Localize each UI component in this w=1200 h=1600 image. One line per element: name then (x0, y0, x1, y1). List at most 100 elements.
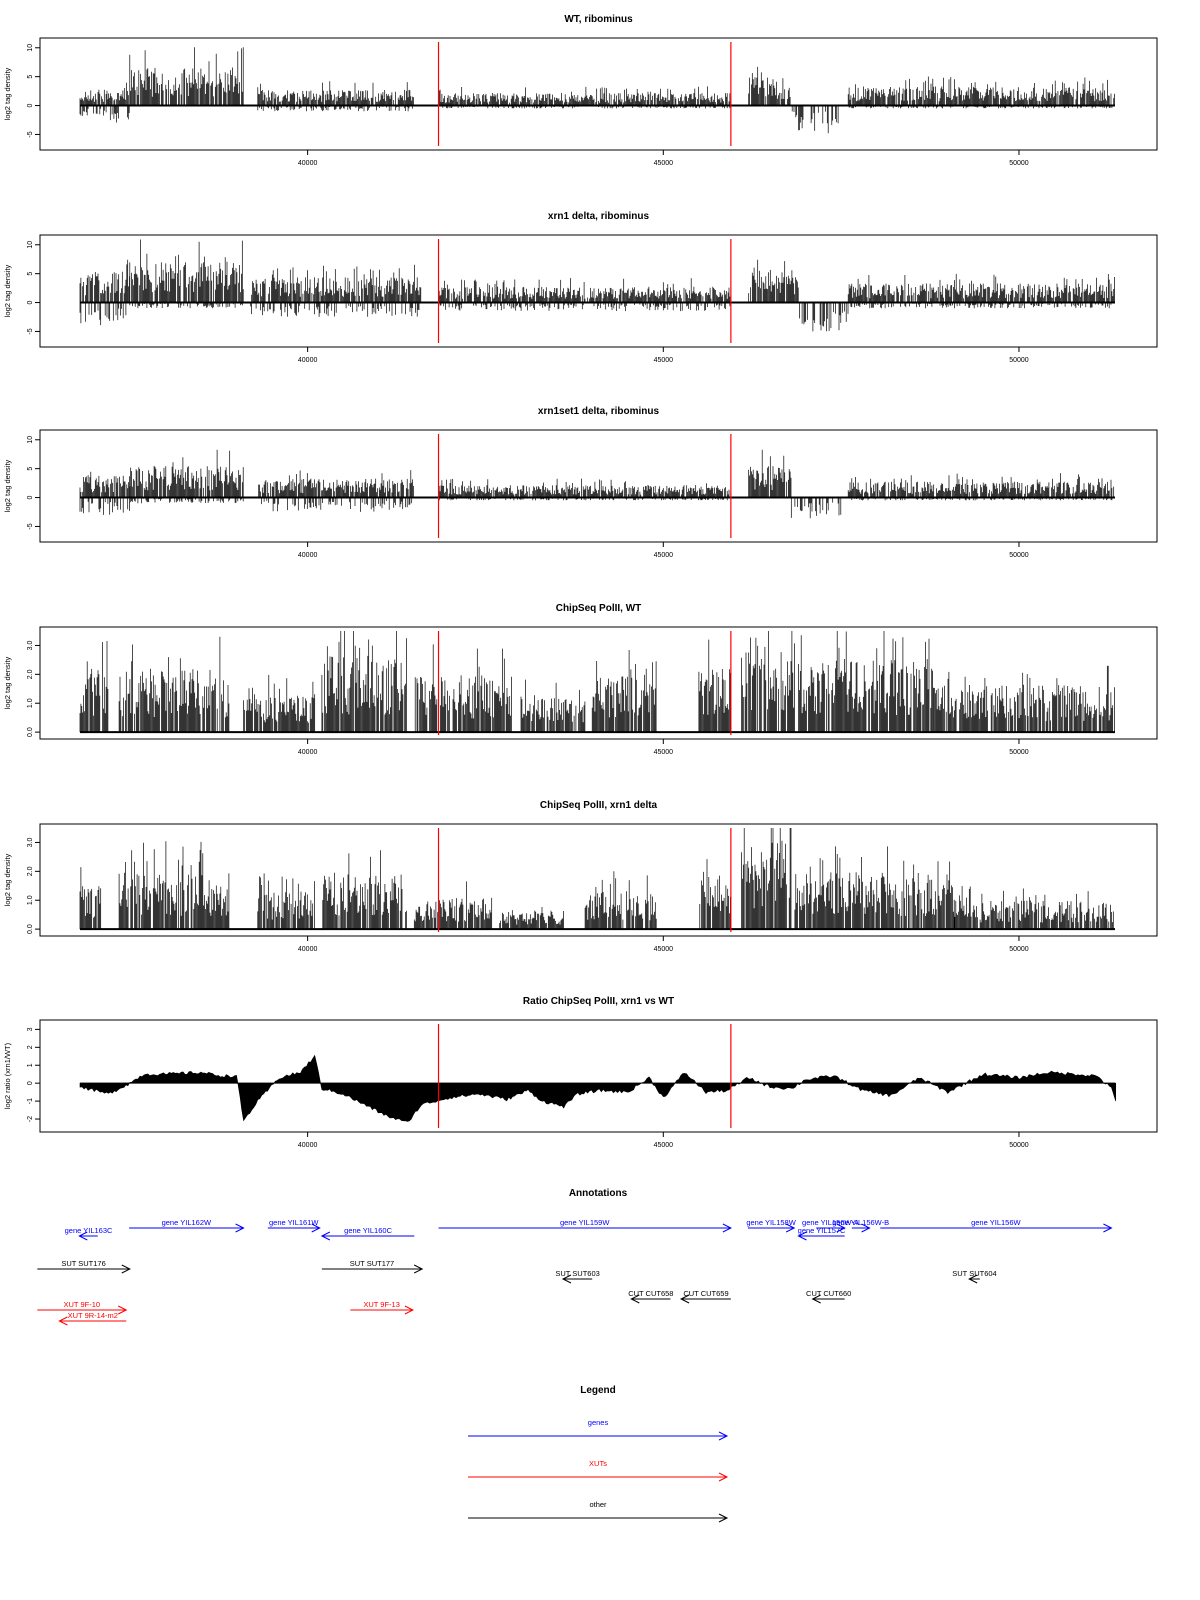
plot-frame (39, 823, 1158, 937)
annotation-cut-cut658: CUT CUT658 (628, 1289, 673, 1304)
y-axis: 0.0 1.0 2.0 3.0 (27, 837, 40, 934)
plot-frame (39, 626, 1158, 740)
y-tick-label: 1.0 (27, 698, 34, 708)
annotation-gene-yil163c: gene YIL163C (65, 1226, 113, 1241)
ratio-area (79, 1054, 1116, 1122)
arrow-head (561, 1274, 572, 1284)
plot-frame (39, 234, 1158, 348)
annotation-label: gene YIL156W (971, 1218, 1021, 1227)
bar-lines (79, 47, 1115, 134)
chart-panel-4: ChipSeq PolII, WT 0.0 1.0 2.0 3.0 log2 tag de… (3, 603, 1158, 756)
plot-frame (39, 37, 1158, 151)
x-axis: 40000 45000 50000 (298, 542, 1029, 559)
plot-frame (39, 429, 1158, 543)
annotation-gene-yil160c: gene YIL160C (320, 1226, 415, 1241)
bar-lines (79, 239, 1115, 332)
annotation-label: XUT 9R-14-m2 (68, 1311, 118, 1320)
y-axis-label: log2 tag density (3, 459, 12, 512)
y-axis-label: log2 tag density (3, 853, 12, 906)
annotation-label: SUT SUT176 (61, 1259, 105, 1268)
x-tick-label: 50000 (1009, 946, 1029, 953)
y-tick-label: 0 (27, 496, 34, 500)
x-tick-label: 40000 (298, 749, 318, 756)
chart-title: ChipSeq PolII, WT (556, 603, 642, 614)
annotation-label: gene YIL156W-A (802, 1218, 859, 1227)
arrow-head (679, 1294, 690, 1304)
chart-title: Ratio ChipSeq PolII, xrn1 vs WT (523, 996, 674, 1007)
annotation-label: gene YIL160C (344, 1226, 392, 1235)
x-tick-label: 50000 (1009, 749, 1029, 756)
y-axis: -5 0 5 10 (27, 241, 40, 335)
bar-lines (79, 449, 1115, 519)
arrow-head (404, 1305, 415, 1315)
arrow-head (1103, 1223, 1113, 1233)
chart-panel-6: Ratio ChipSeq PolII, xrn1 vs WT -2 -1 0 1 2 3 l… (3, 996, 1158, 1149)
x-tick-label: 45000 (654, 552, 674, 559)
arrow-head (235, 1223, 245, 1233)
annotation-gene-yil156w-a: gene YIL156W-A (802, 1218, 859, 1233)
annotation-label: XUT 9F-13 (363, 1300, 400, 1309)
annotation-sut-sut604: SUT SUT604 (952, 1269, 997, 1284)
arrow-head (722, 1223, 732, 1233)
legend-item-other: other (468, 1500, 729, 1523)
arrow-head (320, 1231, 331, 1241)
y-tick-label: 5 (27, 272, 34, 276)
data-area (79, 1054, 1116, 1122)
annotation-xut-9r-14-m2: XUT 9R-14-m2 (58, 1311, 127, 1326)
y-tick-label: 5 (27, 467, 34, 471)
y-tick-label: 3 (27, 1027, 34, 1031)
y-tick-label: -1 (27, 1098, 34, 1104)
chart-title: WT, ribominus (564, 14, 633, 25)
annotation-gene-yil162w: gene YIL162W (129, 1218, 245, 1233)
chart-panel-1: WT, ribominus -5 0 5 10 log2 tag density 40000… (3, 14, 1158, 167)
y-axis: 0.0 1.0 2.0 3.0 (27, 640, 40, 737)
arrow-head (718, 1472, 729, 1482)
arrow-head (811, 1294, 821, 1304)
x-tick-label: 40000 (298, 552, 318, 559)
x-tick-label: 50000 (1009, 357, 1029, 364)
arrow-head (58, 1316, 68, 1326)
annotation-xut-9f-13: XUT 9F-13 (350, 1300, 415, 1315)
annotation-sut-sut603: SUT SUT603 (555, 1269, 600, 1284)
arrow-head (118, 1305, 128, 1315)
annotation-sut-sut176: SUT SUT176 (37, 1259, 131, 1274)
y-tick-label: 0 (27, 104, 34, 108)
annotation-gene-yil158w: gene YIL158W (746, 1218, 797, 1233)
y-tick-label: -2 (27, 1116, 34, 1122)
annotation-label: CUT CUT660 (806, 1289, 851, 1298)
x-axis: 40000 45000 50000 (298, 936, 1029, 953)
annotation-label: XUT 9F-10 (64, 1300, 101, 1309)
y-axis-label: log2 tag density (3, 67, 12, 120)
chart-panel-5: ChipSeq PolII, xrn1 delta 0.0 1.0 2.0 3.0 log… (3, 800, 1158, 953)
y-axis: -2 -1 0 1 2 3 (27, 1027, 40, 1122)
x-tick-label: 45000 (654, 946, 674, 953)
annotation-cut-cut659: CUT CUT659 (679, 1289, 731, 1304)
x-tick-label: 50000 (1009, 160, 1029, 167)
arrow-head (861, 1223, 871, 1233)
data-bars (79, 239, 1115, 332)
annotations-panel: Annotations gene YIL163C gene YIL162W gene … (37, 1188, 1113, 1326)
y-tick-label: 10 (27, 44, 34, 52)
x-axis: 40000 45000 50000 (298, 1132, 1029, 1149)
x-tick-label: 40000 (298, 1142, 318, 1149)
y-tick-label: 0 (27, 1081, 34, 1085)
chart-title: xrn1set1 delta, ribominus (538, 406, 660, 417)
annotation-gene-yil161w: gene YIL161W (267, 1218, 321, 1233)
y-tick-label: 1.0 (27, 895, 34, 905)
x-tick-label: 40000 (298, 946, 318, 953)
arrow-head (413, 1264, 424, 1274)
y-tick-label: -5 (27, 523, 34, 529)
y-tick-label: 10 (27, 241, 34, 249)
annotation-label: gene YIL158W (746, 1218, 796, 1227)
chart-title: ChipSeq PolII, xrn1 delta (540, 800, 658, 811)
y-tick-label: 3.0 (27, 837, 34, 847)
annotation-label: gene YIL162W (162, 1218, 212, 1227)
y-axis-label: log2 tag density (3, 656, 12, 709)
arrow-head (718, 1431, 729, 1441)
arrow-head (836, 1223, 846, 1233)
data-bars (79, 47, 1115, 134)
data-bars (79, 828, 1115, 931)
annotation-gene-yil156w-b: gene YIL156W-B (832, 1218, 889, 1233)
arrow-head (121, 1264, 131, 1274)
legend-label: other (589, 1500, 607, 1509)
